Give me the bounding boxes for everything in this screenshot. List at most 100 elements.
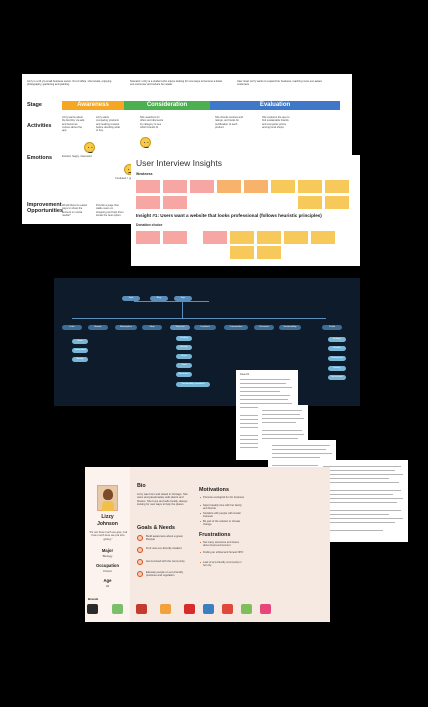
brand-logo — [160, 604, 171, 614]
frustrations-heading: Frustrations — [199, 532, 231, 538]
row-label-opportunities: Improvement Opportunities — [27, 202, 64, 214]
user-persona-card: Lizzy Johnson "It's not how much we give… — [85, 467, 330, 622]
report-header: Issue #1 — [240, 373, 250, 376]
stage-awareness: Awareness — [62, 101, 124, 110]
goals-heading: Goals & Needs — [137, 525, 176, 531]
sticky-note — [311, 231, 335, 244]
brand-logo — [184, 604, 195, 614]
bio-text: Lizzy was born and raised in Chicago. Sh… — [137, 493, 188, 507]
sticky-note — [190, 180, 214, 193]
sitemap-subitem: Subscribed — [72, 348, 88, 353]
age-label: Age — [103, 578, 112, 583]
journey-intro-goal: User Goal: Lizzy wants to expand her bus… — [237, 80, 322, 87]
sitemap-category: Sustainability — [279, 325, 301, 330]
sitemap-category: Profile — [322, 325, 342, 330]
sitemap-category: Marketplace — [115, 325, 137, 330]
occupation-value: Florist — [103, 569, 112, 573]
sticky-note — [230, 246, 254, 259]
sticky-note — [298, 180, 322, 193]
stage-evaluation: Evaluation — [210, 101, 340, 110]
brand-logo — [112, 604, 123, 614]
sticky-note — [257, 231, 281, 244]
motivation-item: Spend quality time with her family and f… — [199, 504, 245, 511]
weakness-label: Weakness — [136, 172, 153, 176]
sticky-note — [244, 180, 268, 193]
brand-logo — [136, 604, 147, 614]
happy-emoji-icon — [84, 142, 95, 153]
frustration-item: Lack of eco-friendly community in her ci… — [199, 561, 245, 568]
brand-logo — [222, 604, 233, 614]
interview-insights-board: User Interview Insights Weakness Insight… — [131, 155, 360, 266]
goal-item: Find new eco-friendly retailers — [146, 547, 182, 550]
goal-icon — [137, 559, 143, 565]
sitemap-subitem: Electronics — [176, 372, 192, 377]
sitemap-subitem: Nearby — [72, 357, 88, 362]
journey-intro-scenario: Scenario: Lizzy is a student who enjoys … — [130, 80, 223, 87]
sitemap-subitem: Sustainability standards — [176, 382, 210, 387]
activity-cell: Lizzy learns about the EcoCity via ads, … — [62, 116, 85, 133]
sitemap-category: Links — [62, 325, 82, 330]
goal-icon — [137, 571, 143, 577]
site-map: Topic Blog Sign Links Brands Marketplace… — [54, 278, 360, 406]
sitemap-category: Cashback — [194, 325, 216, 330]
insights-title: User Interview Insights — [136, 158, 222, 168]
sitemap-node-topic: Topic — [122, 296, 140, 301]
age-value: 32 — [105, 584, 110, 588]
persona-photo — [97, 485, 118, 511]
sticky-note — [136, 180, 160, 193]
motivation-item: Socialize with people with similar inter… — [199, 512, 245, 519]
sitemap-category: Discounts — [254, 325, 274, 330]
frustration-item: Not many resources and stores about loca… — [199, 541, 245, 548]
sticky-note — [203, 231, 227, 244]
insight-heading: Insight #1: Users want a website that lo… — [136, 213, 322, 218]
sticky-note — [271, 180, 295, 193]
sticky-note — [136, 196, 160, 209]
brand-logo — [87, 604, 98, 614]
row-label-emotions: Emotions — [27, 155, 53, 161]
major-label: Major — [101, 548, 114, 553]
sitemap-subitem: Beauty — [176, 345, 192, 350]
sticky-note — [217, 180, 241, 193]
opportunity-cell: Would there be easier ways to share the … — [62, 204, 88, 217]
activity-cell: Lizzy starts comparing products and read… — [96, 116, 120, 133]
sitemap-node-sign: Sign — [174, 296, 192, 301]
journey-intro-persona: Lizzy is a 24 y/o small business owner. … — [27, 80, 112, 87]
happy-emoji-icon — [140, 137, 151, 148]
brand-logo — [241, 604, 252, 614]
activity-cell: She explores the app to find sustainable… — [262, 116, 290, 129]
sticky-note — [257, 246, 281, 259]
sitemap-subitem: Preferences — [328, 356, 346, 361]
persona-last-name: Johnson — [97, 521, 118, 527]
sitemap-subitem: Wishlist — [328, 346, 346, 351]
row-label-activities: Activities — [27, 123, 52, 129]
sticky-note — [325, 180, 349, 193]
sitemap-subitem: Settings — [328, 337, 346, 342]
brand-logo — [203, 604, 214, 614]
sitemap-subitem: Get in touch — [328, 375, 346, 380]
motivation-item: Be part of the solution to climate chang… — [199, 520, 245, 527]
sitemap-subitem: Clothing — [176, 336, 192, 341]
persona-first-name: Lizzy — [101, 514, 114, 520]
goal-item: Get involved with the community — [146, 560, 185, 563]
goal-icon — [137, 547, 143, 553]
sitemap-category: Shop — [142, 325, 162, 330]
sticky-note — [163, 196, 187, 209]
donation-label: Donation choice — [136, 223, 163, 227]
motivations-heading: Motivations — [199, 487, 229, 493]
sticky-note — [230, 231, 254, 244]
sitemap-node-blog: Blog — [150, 296, 168, 301]
opportunity-cell: Provide a page that walks users on shopp… — [96, 204, 124, 217]
brands-label: Brands — [88, 597, 99, 601]
sitemap-subitem: Home — [176, 354, 192, 359]
sticky-note — [298, 196, 322, 209]
sitemap-category: Brands — [88, 325, 108, 330]
row-label-stage: Stage — [27, 102, 42, 108]
goal-item: Educate people on eco-friendly practices… — [146, 571, 184, 578]
sitemap-category: Communities — [224, 325, 248, 330]
frustration-item: Finding an ethical and honest NPO — [199, 551, 245, 554]
goal-icon — [137, 535, 143, 541]
major-value: Biology — [102, 554, 113, 558]
occupation-label: Occupation — [95, 563, 120, 568]
sticky-note — [284, 231, 308, 244]
persona-quote: "It's not how much we give, but how much… — [88, 530, 128, 541]
